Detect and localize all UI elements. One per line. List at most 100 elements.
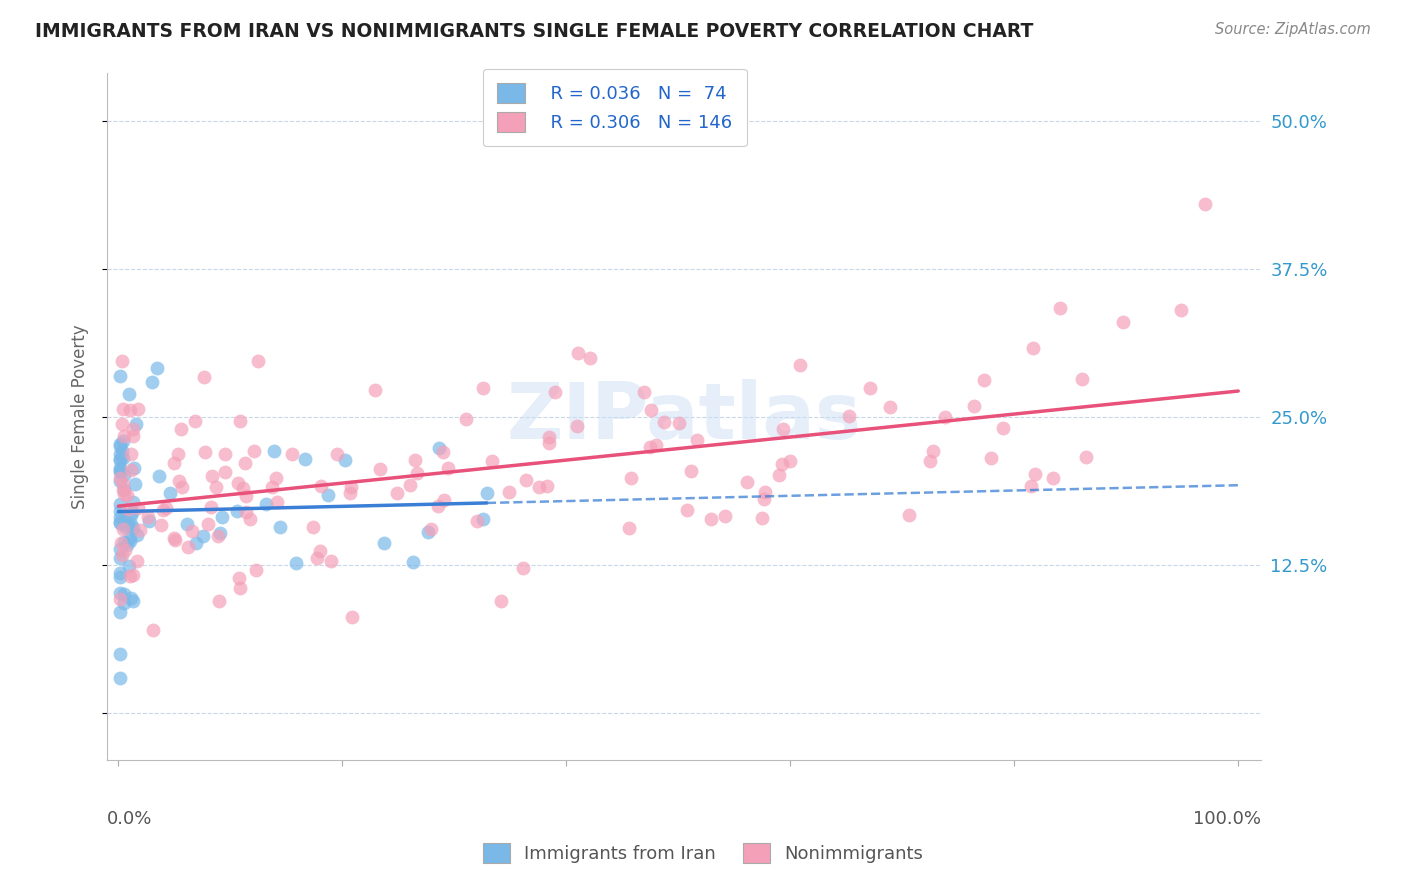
Point	[176, 540, 198, 554]
Point	[108, 516, 131, 530]
Point	[266, 495, 288, 509]
Point	[197, 517, 219, 532]
Point	[112, 535, 135, 549]
Point	[280, 447, 302, 461]
Point	[920, 453, 942, 467]
Point	[681, 464, 703, 478]
Point	[110, 369, 132, 384]
Point	[838, 409, 860, 423]
Point	[993, 421, 1015, 435]
Point	[193, 370, 215, 384]
Point	[112, 596, 135, 610]
Point	[1021, 479, 1043, 493]
Point	[1024, 467, 1046, 481]
Point	[108, 515, 131, 529]
Point	[373, 535, 395, 549]
Point	[294, 452, 316, 467]
Text: Source: ZipAtlas.com: Source: ZipAtlas.com	[1215, 22, 1371, 37]
Point	[108, 474, 131, 488]
Point	[114, 520, 136, 534]
Point	[432, 445, 454, 459]
Point	[163, 456, 186, 470]
Point	[108, 463, 131, 477]
Point	[122, 428, 145, 442]
Point	[108, 605, 131, 619]
Point	[339, 486, 361, 500]
Point	[751, 511, 773, 525]
Point	[108, 465, 131, 479]
Point	[772, 422, 794, 436]
Point	[254, 498, 277, 512]
Point	[117, 501, 139, 516]
Point	[512, 561, 534, 575]
Point	[335, 452, 357, 467]
Point	[980, 450, 1002, 465]
Point	[120, 569, 142, 583]
Point	[118, 559, 141, 574]
Point	[111, 354, 134, 368]
Point	[260, 480, 283, 494]
Point	[228, 571, 250, 585]
Point	[340, 610, 363, 624]
Point	[934, 410, 956, 425]
Point	[127, 402, 149, 417]
Point	[752, 491, 775, 506]
Point	[617, 521, 640, 535]
Point	[921, 443, 943, 458]
Point	[858, 381, 880, 395]
Point	[118, 403, 141, 417]
Point	[567, 346, 589, 360]
Point	[141, 375, 163, 389]
Point	[1021, 341, 1043, 355]
Point	[176, 516, 198, 531]
Point	[498, 485, 520, 500]
Point	[208, 593, 231, 607]
Point	[456, 412, 478, 426]
Point	[112, 429, 135, 443]
Point	[111, 483, 134, 498]
Point	[111, 548, 134, 562]
Point	[529, 480, 551, 494]
Point	[229, 413, 252, 427]
Point	[117, 487, 139, 501]
Point	[214, 446, 236, 460]
Point	[515, 473, 537, 487]
Point	[159, 486, 181, 500]
Point	[200, 469, 222, 483]
Point	[301, 520, 323, 534]
Point	[207, 529, 229, 543]
Point	[398, 478, 420, 492]
Point	[111, 417, 134, 431]
Point	[963, 399, 986, 413]
Point	[127, 528, 149, 542]
Point	[467, 514, 489, 528]
Point	[311, 479, 333, 493]
Point	[214, 465, 236, 479]
Text: 100.0%: 100.0%	[1192, 810, 1261, 828]
Point	[229, 581, 252, 595]
Point	[172, 480, 194, 494]
Point	[538, 435, 561, 450]
Point	[114, 542, 136, 557]
Point	[112, 522, 135, 536]
Point	[108, 570, 131, 584]
Point	[122, 594, 145, 608]
Point	[385, 486, 408, 500]
Point	[340, 480, 363, 494]
Point	[152, 503, 174, 517]
Point	[138, 515, 160, 529]
Point	[879, 401, 901, 415]
Point	[420, 522, 443, 536]
Point	[402, 555, 425, 569]
Point	[108, 647, 131, 661]
Point	[235, 490, 257, 504]
Point	[120, 447, 142, 461]
Point	[211, 510, 233, 524]
Point	[247, 354, 270, 368]
Point	[235, 505, 257, 519]
Point	[676, 502, 699, 516]
Point	[127, 500, 149, 515]
Point	[481, 454, 503, 468]
Point	[112, 450, 135, 465]
Point	[714, 509, 737, 524]
